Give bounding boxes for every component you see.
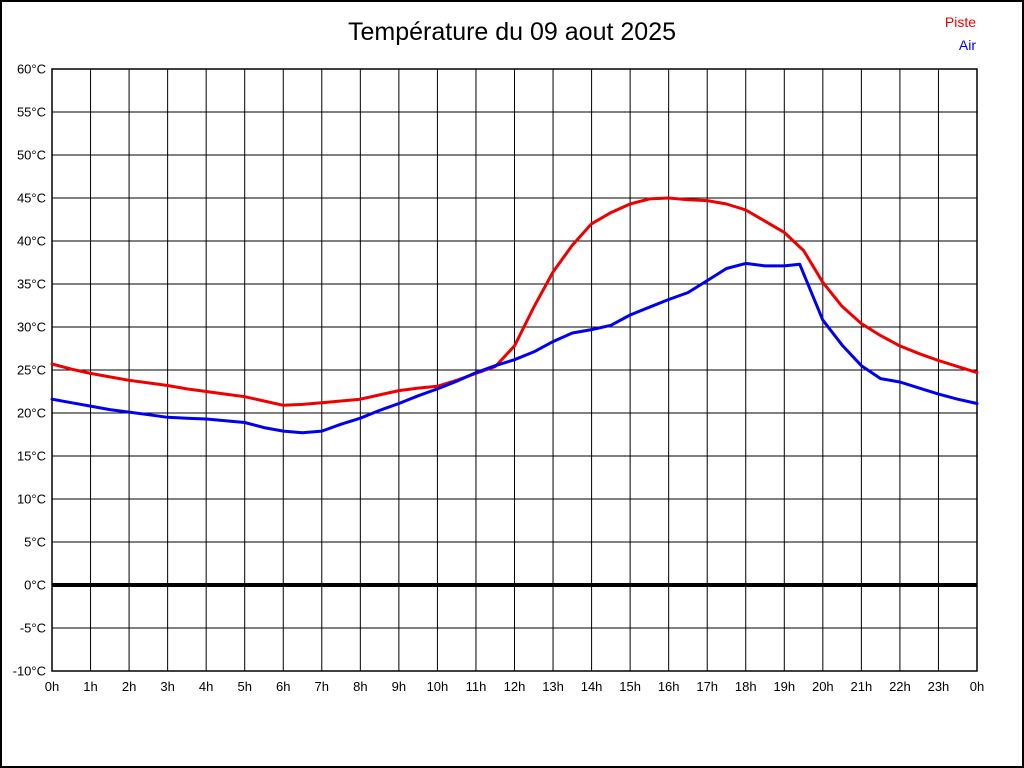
x-tick-label: 14h bbox=[581, 679, 603, 694]
y-tick-label: 5°C bbox=[24, 535, 46, 550]
y-tick-label: 20°C bbox=[17, 406, 46, 421]
x-tick-label: 20h bbox=[812, 679, 834, 694]
legend-piste-label: Piste bbox=[944, 14, 976, 30]
x-tick-label: 5h bbox=[237, 679, 251, 694]
x-tick-label: 23h bbox=[928, 679, 950, 694]
y-tick-label: 10°C bbox=[17, 492, 46, 507]
x-tick-label: 22h bbox=[889, 679, 911, 694]
y-tick-label: 35°C bbox=[17, 277, 46, 292]
y-tick-label: -10°C bbox=[13, 664, 46, 679]
y-tick-label: 40°C bbox=[17, 234, 46, 249]
x-tick-label: 13h bbox=[542, 679, 564, 694]
x-tick-label: 12h bbox=[504, 679, 526, 694]
plot-frame bbox=[51, 68, 978, 672]
x-tick-label: 0h bbox=[45, 679, 59, 694]
x-tick-label: 11h bbox=[466, 679, 487, 694]
x-tick-label: 0h bbox=[970, 679, 984, 694]
x-tick-label: 4h bbox=[199, 679, 213, 694]
x-tick-label: 3h bbox=[160, 679, 174, 694]
x-tick-label: 1h bbox=[83, 679, 97, 694]
y-tick-label: 45°C bbox=[17, 191, 46, 206]
x-tick-label: 7h bbox=[315, 679, 329, 694]
chart-legend: Piste Air bbox=[945, 11, 976, 57]
y-tick-label: 0°C bbox=[24, 578, 46, 593]
y-tick-label: -5°C bbox=[20, 621, 46, 636]
y-tick-label: 25°C bbox=[17, 363, 46, 378]
x-tick-label: 2h bbox=[122, 679, 136, 694]
x-tick-label: 18h bbox=[735, 679, 757, 694]
series-line-air bbox=[50, 261, 979, 435]
x-tick-label: 19h bbox=[773, 679, 795, 694]
y-tick-label: 50°C bbox=[17, 148, 46, 163]
x-tick-label: 16h bbox=[658, 679, 680, 694]
y-tick-label: 15°C bbox=[17, 449, 46, 464]
y-tick-label: 30°C bbox=[17, 320, 46, 335]
legend-air-label: Air bbox=[958, 37, 976, 53]
x-tick-label: 10h bbox=[427, 679, 449, 694]
x-tick-label: 17h bbox=[696, 679, 718, 694]
y-tick-label: 55°C bbox=[17, 105, 46, 120]
x-tick-label: 21h bbox=[851, 679, 873, 694]
y-tick-label: 60°C bbox=[17, 62, 46, 77]
x-tick-label: 8h bbox=[353, 679, 367, 694]
x-tick-label: 6h bbox=[276, 679, 290, 694]
page-title: Température du 09 aout 2025 bbox=[347, 18, 676, 46]
series-line-piste bbox=[50, 196, 979, 407]
x-tick-label: 15h bbox=[619, 679, 641, 694]
x-tick-label: 9h bbox=[392, 679, 406, 694]
